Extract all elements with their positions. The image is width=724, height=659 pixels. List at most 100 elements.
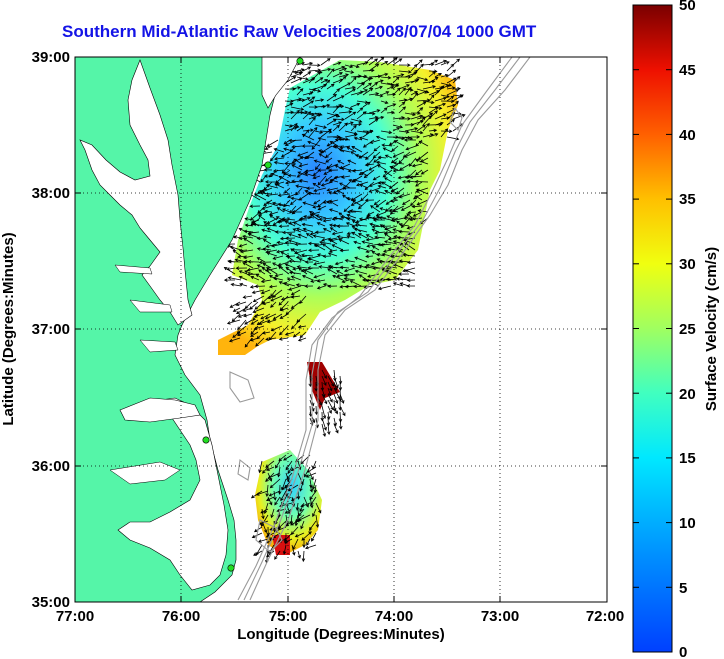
current-vector — [291, 179, 303, 184]
current-vector — [295, 255, 308, 259]
current-vector — [370, 281, 380, 287]
current-vector — [297, 324, 307, 329]
current-vector — [273, 490, 277, 501]
current-vector — [371, 228, 380, 233]
current-vector — [313, 159, 327, 165]
current-vector — [440, 84, 450, 90]
current-vector — [398, 70, 412, 74]
current-vector — [284, 220, 296, 227]
current-vector — [290, 289, 301, 296]
current-vector — [345, 222, 356, 227]
current-vector — [434, 59, 447, 66]
current-vector — [284, 508, 293, 514]
current-vector — [354, 154, 369, 159]
current-vector — [298, 267, 308, 275]
current-vector — [344, 64, 354, 69]
current-vector — [326, 113, 339, 120]
current-vector — [326, 112, 341, 118]
current-vector — [297, 151, 309, 157]
current-vector — [277, 193, 291, 197]
current-vector — [270, 301, 277, 308]
current-vector — [299, 331, 307, 339]
current-vector — [333, 423, 339, 434]
current-vector — [261, 331, 271, 335]
current-vector — [440, 94, 451, 98]
current-vector — [333, 393, 339, 404]
current-vector — [358, 217, 368, 222]
current-vector — [333, 216, 344, 221]
current-vector — [404, 97, 413, 102]
current-vector — [285, 460, 293, 471]
current-vector — [262, 466, 269, 474]
current-vector — [406, 278, 416, 283]
chesapeake-bay — [79, 59, 193, 326]
albemarle-sound — [119, 397, 201, 423]
current-vector — [239, 282, 248, 287]
current-vector — [292, 228, 302, 233]
current-vector — [274, 183, 285, 189]
current-vector — [356, 111, 367, 120]
current-vector — [237, 313, 247, 318]
current-vector — [243, 229, 254, 234]
current-vector — [254, 284, 266, 289]
current-vector — [321, 417, 327, 431]
current-vector — [288, 259, 302, 264]
current-vector — [317, 205, 327, 211]
current-vector — [237, 331, 247, 337]
current-vector — [403, 138, 416, 142]
colorbar-tick-label: 25 — [679, 321, 696, 338]
current-vector — [363, 265, 374, 269]
current-vector — [302, 111, 312, 120]
current-vector — [287, 173, 297, 178]
current-vector — [264, 313, 277, 320]
current-vector — [356, 107, 364, 114]
current-vector — [452, 113, 466, 120]
current-vector — [434, 121, 444, 126]
current-vector — [326, 83, 335, 90]
current-vector — [242, 295, 253, 299]
current-vector — [333, 405, 338, 415]
current-vector — [372, 151, 381, 159]
current-vector — [383, 170, 393, 177]
current-vector — [305, 544, 317, 550]
current-vector — [417, 209, 429, 213]
radar-stations — [202, 57, 304, 572]
current-vector — [368, 109, 381, 114]
current-vector — [428, 94, 435, 102]
current-vector — [414, 179, 429, 184]
current-vector — [312, 205, 321, 209]
current-vector — [294, 242, 308, 247]
current-vector — [334, 145, 345, 153]
current-vector — [410, 130, 424, 135]
current-vector — [271, 243, 284, 248]
current-vector — [372, 175, 381, 181]
current-vector — [300, 520, 305, 530]
y-tick-label: 37:00 — [32, 321, 70, 338]
current-vector — [272, 255, 284, 260]
current-vector — [277, 466, 281, 478]
colorbar — [632, 4, 673, 653]
current-vector — [265, 193, 279, 197]
current-vector — [368, 92, 380, 96]
current-vector — [310, 496, 317, 506]
current-vector — [389, 205, 399, 215]
current-vector — [302, 61, 314, 66]
current-vector — [297, 233, 308, 239]
current-vector — [393, 140, 405, 147]
current-vector — [342, 186, 357, 190]
current-vector — [297, 337, 307, 342]
current-vector — [446, 69, 457, 78]
current-vector — [375, 215, 387, 219]
current-vector — [362, 82, 372, 90]
current-vector — [312, 508, 317, 518]
current-vector — [282, 544, 287, 555]
current-vector — [274, 156, 285, 161]
current-vector — [250, 331, 259, 337]
current-vector — [265, 183, 279, 189]
current-vector — [356, 81, 366, 90]
current-vector — [312, 182, 321, 189]
current-vector — [367, 273, 380, 278]
current-vector — [368, 118, 379, 126]
current-vector — [357, 233, 368, 239]
current-vector — [274, 550, 281, 560]
